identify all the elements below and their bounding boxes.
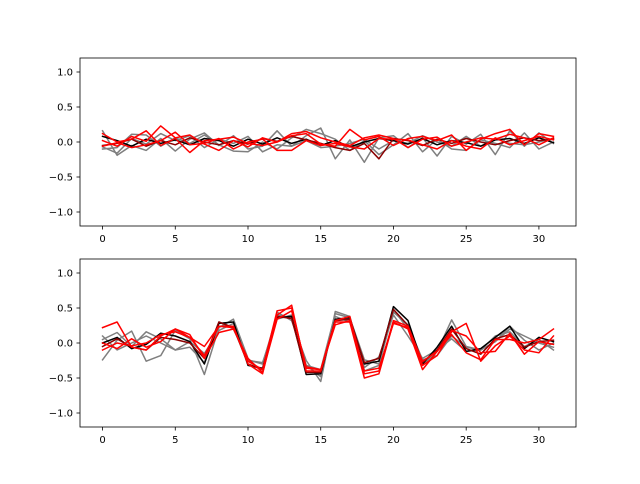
y-tick-label: −0.5	[49, 374, 73, 385]
y-tick-label: −0.5	[49, 173, 73, 184]
y-tick-label: −1.0	[49, 208, 73, 219]
x-tick-label: 10	[242, 435, 255, 446]
y-tick-label: 1.0	[57, 269, 73, 280]
x-tick-label: 30	[533, 234, 546, 245]
bottom-plot: 0 5 10 15 20 25 30 −1.0 −0.5 0.0 0.5 1.0	[49, 258, 577, 446]
y-tick-label: 0.0	[57, 138, 73, 149]
x-tick-label: 20	[387, 435, 400, 446]
x-tick-label: 5	[172, 435, 178, 446]
series-lines	[101, 125, 555, 164]
x-tick-label: 25	[460, 234, 473, 245]
y-tick-label: 0.0	[57, 339, 73, 350]
x-tick-label: 25	[460, 435, 473, 446]
x-tick-label: 0	[99, 234, 105, 245]
x-tick-label: 15	[314, 234, 327, 245]
x-tick-label: 10	[242, 234, 255, 245]
x-tick-label: 30	[533, 435, 546, 446]
y-tick-label: 1.0	[57, 68, 73, 79]
y-tick-label: 0.5	[57, 103, 73, 114]
x-tick-label: 5	[172, 234, 178, 245]
series-line-7	[101, 125, 555, 152]
x-tick-label: 20	[387, 234, 400, 245]
x-tick-label: 15	[314, 435, 327, 446]
series-lines	[101, 304, 555, 383]
top-plot: 0 5 10 15 20 25 30 −1.0 −0.5 0.0 0.5 1.0	[49, 57, 577, 245]
y-tick-label: −1.0	[49, 409, 73, 420]
series-line-8	[101, 131, 555, 152]
series-line-8	[101, 310, 555, 374]
y-tick-label: 0.5	[57, 304, 73, 315]
x-tick-label: 0	[99, 435, 105, 446]
series-line-3	[101, 132, 555, 154]
